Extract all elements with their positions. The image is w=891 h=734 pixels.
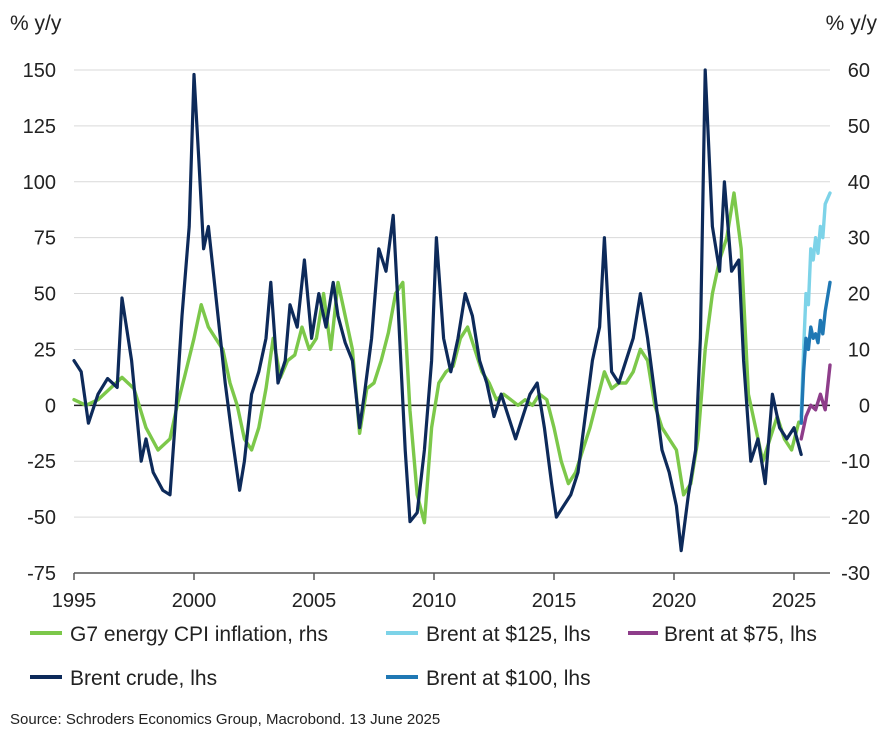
series-line-g7-energy-cpi-inflation-rhs	[72, 191, 801, 525]
series-layer	[72, 68, 832, 553]
left-tick-label: 75	[34, 228, 56, 250]
right-axis-ticks: 60 50 40 30 20 10 0 -10 -20 -30	[841, 60, 870, 585]
right-tick-label: 0	[859, 395, 870, 417]
series-line-brent-crude-lhs	[72, 68, 803, 553]
right-tick-label: 50	[848, 116, 870, 138]
left-tick-label: 150	[23, 60, 56, 82]
legend-label-brent-100: Brent at $100, lhs	[426, 667, 591, 690]
right-tick-label: -20	[841, 507, 870, 529]
legend-item-brent-100: Brent at $100, lhs	[386, 667, 591, 690]
legend-item-brent-75: Brent at $75, lhs	[628, 623, 817, 646]
left-axis-unit: % y/y	[10, 12, 62, 35]
legend-label-brent-75: Brent at $75, lhs	[664, 623, 817, 646]
legend-label-g7-energy: G7 energy CPI inflation, rhs	[70, 623, 328, 646]
right-tick-label: -30	[841, 563, 870, 585]
left-tick-label: -25	[27, 451, 56, 473]
x-tick-label: 2005	[292, 590, 337, 612]
series-line-brent-at-100-lhs	[799, 280, 832, 425]
x-tick-label: 2015	[532, 590, 577, 612]
series-line-brent-at-125-lhs	[799, 191, 832, 419]
legend-label-brent-crude: Brent crude, lhs	[70, 667, 217, 690]
x-tick-label: 2020	[652, 590, 697, 612]
right-tick-label: 40	[848, 172, 870, 194]
left-tick-label: 100	[23, 172, 56, 194]
series-line-brent-at-75-lhs	[799, 363, 832, 441]
left-tick-label: -75	[27, 563, 56, 585]
right-tick-label: -10	[841, 451, 870, 473]
right-tick-label: 20	[848, 284, 870, 306]
gridlines	[74, 69, 830, 518]
legend-label-brent-125: Brent at $125, lhs	[426, 623, 591, 646]
legend-item-brent-crude: Brent crude, lhs	[30, 667, 217, 690]
source-note: Source: Schroders Economics Group, Macro…	[10, 711, 440, 728]
left-axis-ticks: 150 125 100 75 50 25 0 -25 -50 -75	[23, 60, 56, 585]
x-tick-label: 2010	[412, 590, 457, 612]
left-tick-label: 25	[34, 339, 56, 361]
right-tick-label: 30	[848, 228, 870, 250]
right-axis-unit: % y/y	[826, 12, 878, 35]
left-tick-label: 50	[34, 284, 56, 306]
x-tick-label: 2000	[172, 590, 217, 612]
left-tick-label: -50	[27, 507, 56, 529]
left-tick-label: 125	[23, 116, 56, 138]
right-tick-label: 60	[848, 60, 870, 82]
x-tick-label: 2025	[772, 590, 817, 612]
left-tick-label: 0	[45, 395, 56, 417]
legend: G7 energy CPI inflation, rhs Brent at $1…	[30, 623, 817, 690]
right-tick-label: 10	[848, 339, 870, 361]
legend-item-brent-125: Brent at $125, lhs	[386, 623, 591, 646]
legend-item-g7-energy: G7 energy CPI inflation, rhs	[30, 623, 328, 646]
x-tick-label: 1995	[52, 590, 97, 612]
x-axis-ticks: 1995 2000 2005 2010 2015 2020 2025	[52, 573, 817, 612]
